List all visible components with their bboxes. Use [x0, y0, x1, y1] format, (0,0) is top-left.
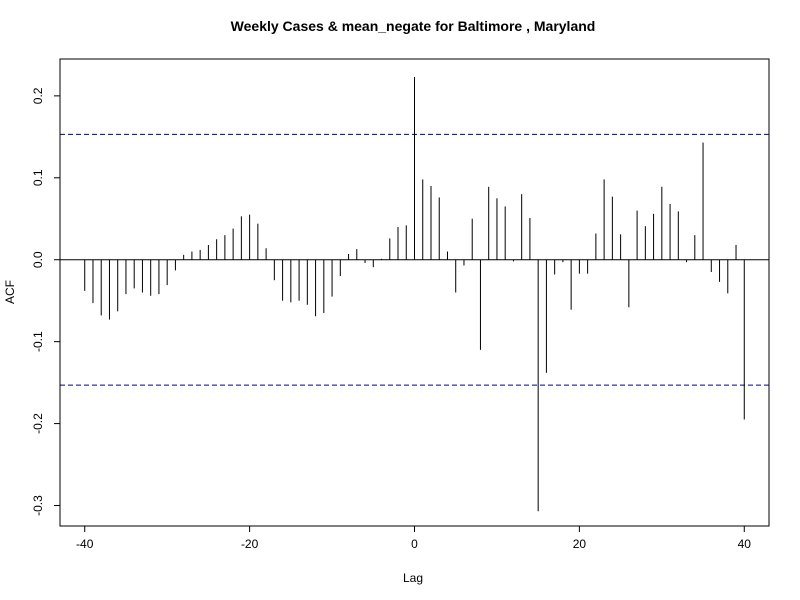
y-tick-label: -0.3 — [31, 495, 45, 516]
x-axis: -40 -20 0 20 40 — [76, 525, 752, 551]
y-tick-label: 0.0 — [31, 251, 45, 268]
x-tick-label: -40 — [76, 537, 94, 551]
y-axis-label: ACF — [3, 280, 17, 304]
x-tick-label: 20 — [573, 537, 587, 551]
y-tick-label: 0.1 — [31, 169, 45, 186]
x-axis-label: Lag — [403, 571, 423, 585]
y-axis: -0.3 -0.2 -0.1 0.0 0.1 0.2 — [31, 87, 61, 516]
y-tick-label: -0.1 — [31, 331, 45, 352]
x-tick-label: 40 — [738, 537, 752, 551]
chart-title: Weekly Cases & mean_negate for Baltimore… — [231, 18, 596, 34]
y-tick-label: -0.2 — [31, 413, 45, 434]
x-tick-label: -20 — [241, 537, 259, 551]
acf-bars — [84, 77, 745, 512]
y-tick-label: 0.2 — [31, 87, 45, 104]
x-tick-label: 0 — [411, 537, 418, 551]
